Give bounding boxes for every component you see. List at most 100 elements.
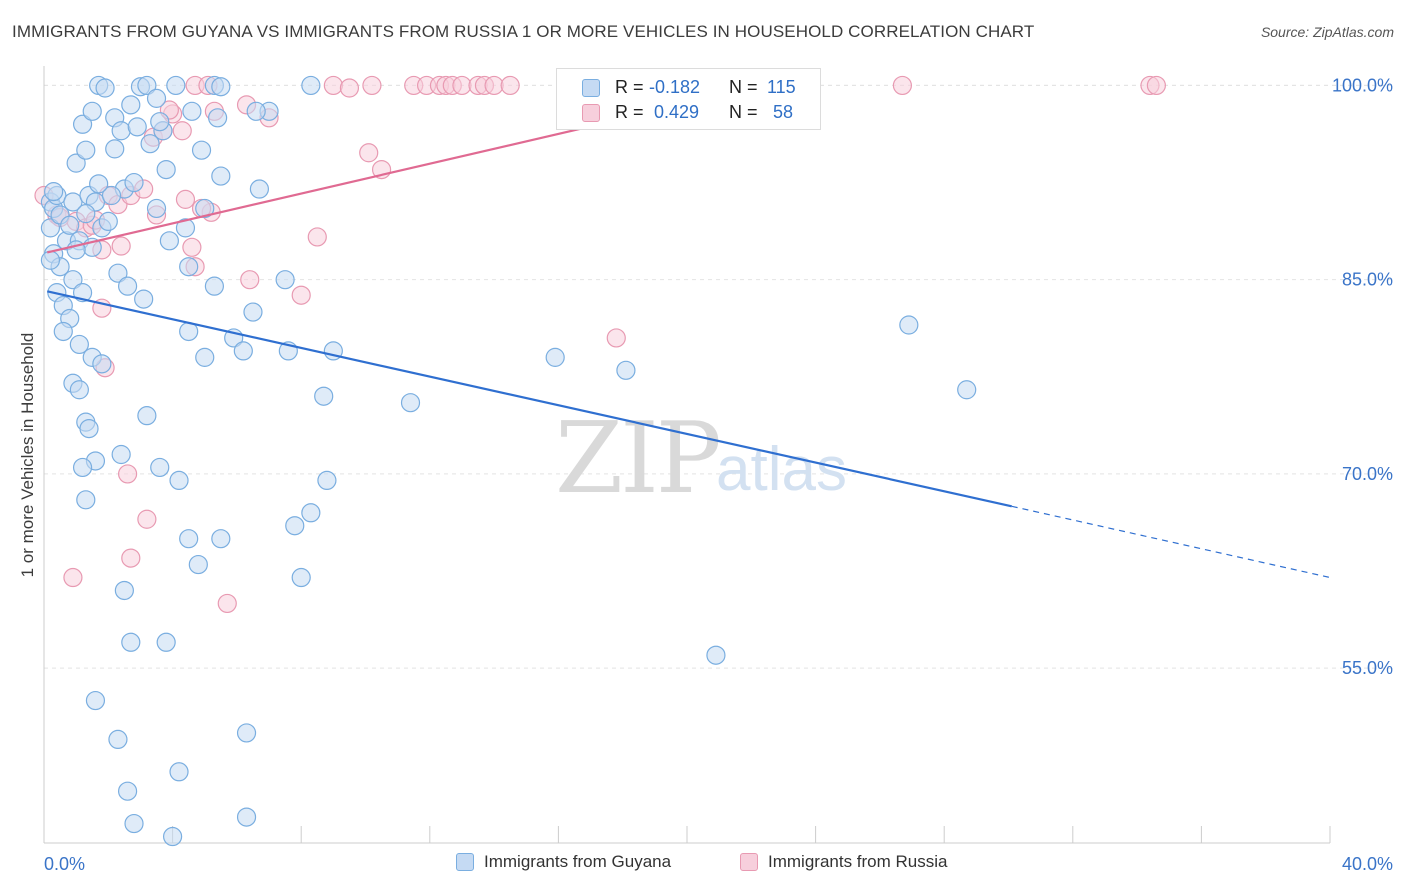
- guyana-trend-extension: [1011, 505, 1331, 579]
- guyana-point: [211, 529, 231, 549]
- guyana-point: [76, 204, 96, 224]
- russia-point: [323, 75, 343, 96]
- guyana-point: [111, 121, 131, 141]
- watermark-atlas: atlas: [716, 435, 847, 504]
- y-tick-label: 55.0%: [1342, 658, 1393, 678]
- n-label: N =: [729, 102, 758, 122]
- chart-title: IMMIGRANTS FROM GUYANA VS IMMIGRANTS FRO…: [12, 22, 1035, 41]
- russia-point: [172, 121, 192, 141]
- guyana-point: [156, 632, 176, 652]
- guyana-point: [150, 457, 170, 478]
- legend-item-guyana[interactable]: Immigrants from Guyana: [456, 852, 671, 872]
- guyana-point: [101, 185, 122, 206]
- guyana-point: [121, 95, 141, 115]
- guyana-point: [137, 75, 157, 96]
- y-tick-label: 100.0%: [1332, 75, 1393, 95]
- guyana-point: [285, 516, 305, 536]
- guyana-point: [66, 153, 86, 173]
- r-value-russia: 0.429: [654, 102, 700, 122]
- guyana-point: [182, 101, 202, 121]
- guyana-point: [95, 78, 115, 98]
- guyana-point: [236, 807, 257, 827]
- guyana-point: [163, 826, 183, 847]
- guyana-point: [69, 380, 89, 400]
- guyana-point: [188, 554, 208, 575]
- guyana-point: [233, 341, 253, 361]
- guyana-trend-line: [46, 290, 1012, 508]
- guyana-point: [249, 179, 270, 199]
- y-tick-label: 70.0%: [1342, 464, 1393, 484]
- guyana-point: [156, 160, 176, 180]
- russia-point: [484, 75, 504, 96]
- guyana-point: [76, 490, 96, 510]
- guyana-point: [121, 632, 141, 652]
- guyana-point: [85, 690, 106, 711]
- guyana-point: [275, 270, 295, 290]
- guyana-point: [69, 334, 89, 355]
- guyana-point: [400, 393, 421, 413]
- russia-point: [359, 143, 379, 163]
- guyana-point: [169, 762, 189, 782]
- guyana-point: [60, 215, 80, 235]
- guyana-point: [105, 139, 125, 159]
- russia-point: [240, 270, 260, 290]
- russia-point: [137, 509, 157, 529]
- guyana-point: [291, 567, 311, 588]
- guyana-point: [204, 276, 224, 296]
- guyana-point: [179, 529, 199, 549]
- source-label: Source: ZipAtlas.com: [1260, 24, 1394, 40]
- guyana-legend-swatch: [456, 853, 474, 871]
- guyana-point: [957, 380, 977, 400]
- series-guyana-points: [40, 75, 977, 847]
- guyana-point: [146, 198, 167, 219]
- russia-point: [121, 548, 141, 568]
- guyana-point: [314, 386, 334, 406]
- legend-item-russia[interactable]: Immigrants from Russia: [740, 852, 947, 872]
- guyana-point: [108, 729, 128, 750]
- legend-label-guyana: Immigrants from Guyana: [484, 852, 672, 871]
- russia-swatch: [582, 104, 600, 122]
- guyana-point: [127, 117, 147, 137]
- russia-point: [452, 75, 472, 96]
- guyana-point: [150, 112, 170, 132]
- guyana-point: [195, 347, 215, 367]
- guyana-point: [40, 218, 61, 238]
- guyana-point: [72, 457, 93, 478]
- guyana-point: [140, 134, 160, 154]
- guyana-point: [159, 231, 179, 251]
- guyana-point: [82, 101, 102, 121]
- guyana-point: [706, 645, 726, 665]
- guyana-point: [72, 114, 93, 134]
- guyana-point: [616, 360, 636, 380]
- guyana-point: [53, 321, 73, 342]
- guyana-point: [169, 470, 189, 490]
- guyana-point: [89, 174, 109, 194]
- guyana-point: [92, 354, 112, 374]
- guyana-point: [137, 406, 157, 426]
- guyana-point: [108, 263, 128, 283]
- guyana-point: [117, 781, 138, 801]
- guyana-point: [545, 347, 565, 367]
- guyana-point: [79, 419, 99, 439]
- guyana-point: [166, 75, 186, 96]
- watermark-zip: ZIP: [555, 402, 719, 516]
- guyana-point: [211, 77, 231, 97]
- guyana-point: [124, 813, 144, 834]
- guyana-point: [124, 172, 144, 193]
- guyana-point: [175, 218, 196, 238]
- guyana-point: [191, 140, 212, 160]
- russia-point: [307, 227, 327, 247]
- guyana-point: [134, 289, 154, 309]
- russia-point: [117, 464, 138, 484]
- russia-point: [500, 75, 520, 96]
- guyana-point: [317, 470, 337, 490]
- x-tick-labels: 0.0% 40.0%: [44, 854, 1393, 874]
- guyana-point: [899, 315, 919, 335]
- n-label: N =: [729, 77, 758, 97]
- stats-legend: R = -0.182 N = 115 R = 0.429 N = 58: [556, 68, 821, 130]
- guyana-point: [195, 198, 215, 219]
- n-value-russia: 58: [773, 102, 794, 122]
- guyana-point: [98, 211, 118, 231]
- guyana-point: [208, 108, 228, 128]
